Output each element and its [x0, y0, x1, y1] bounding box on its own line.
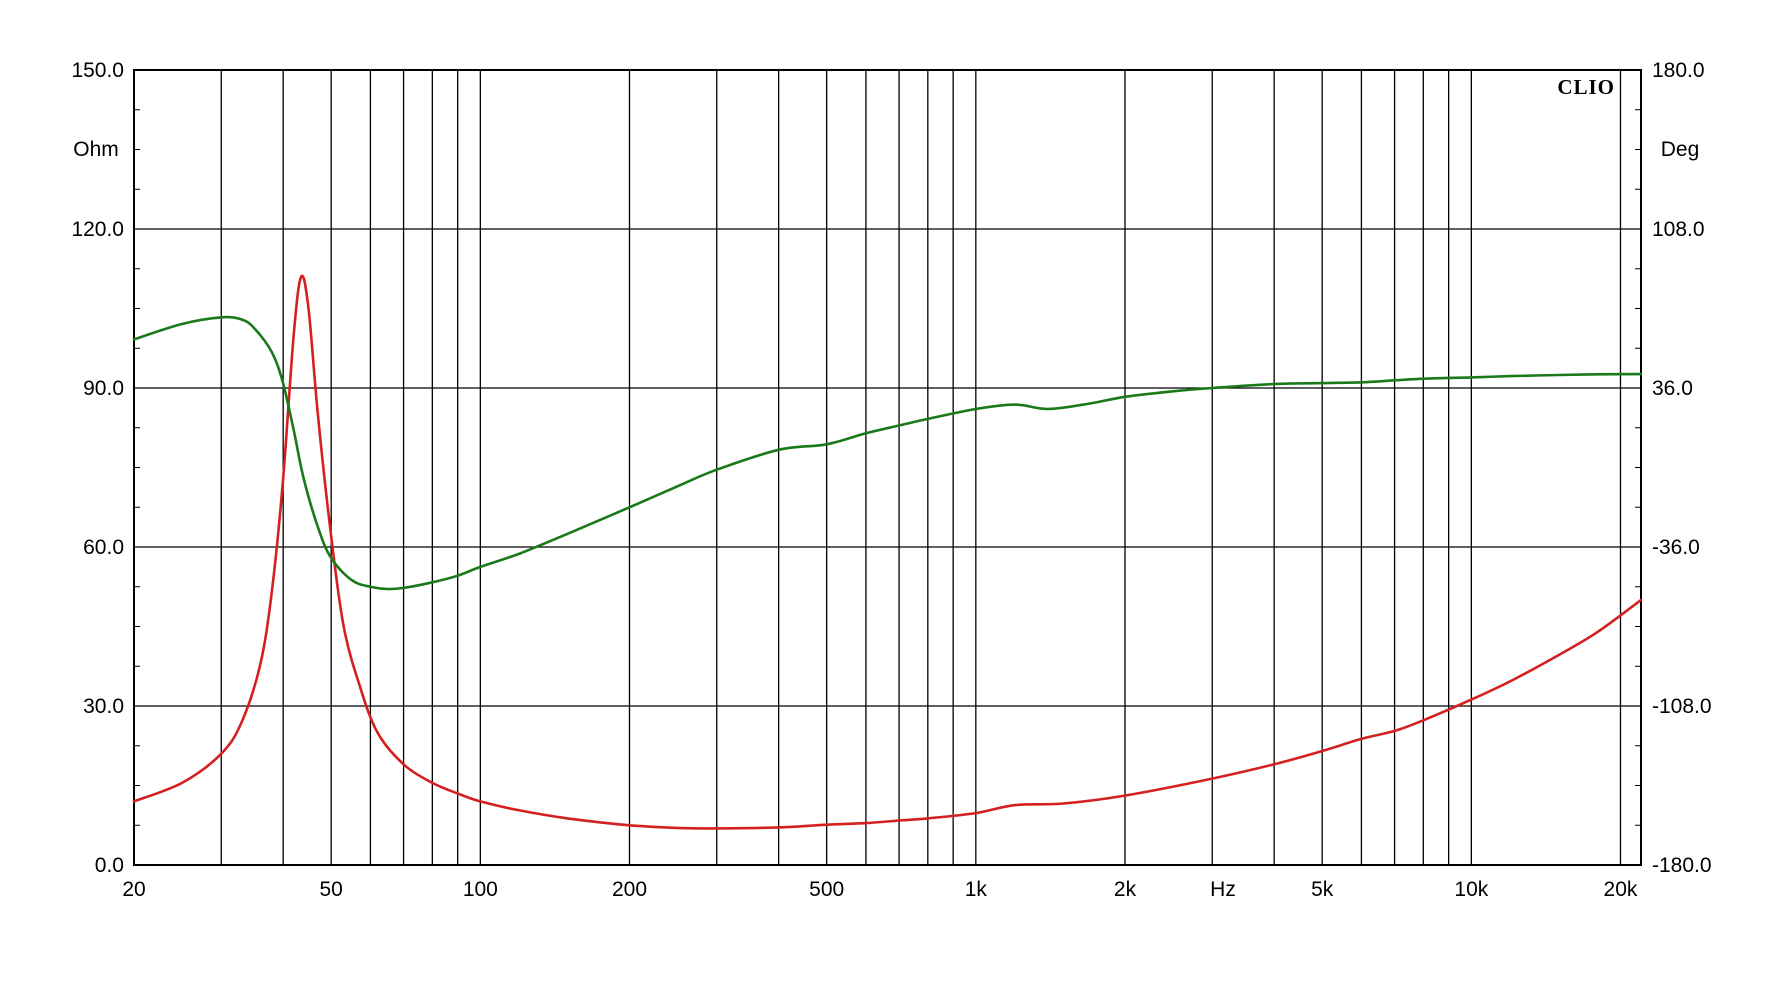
series-layer [132, 274, 1643, 830]
right-tick-label: 108.0 [1652, 218, 1705, 241]
right-tick-label: 36.0 [1652, 377, 1693, 400]
x-tick-label: 100 [463, 878, 498, 901]
x-tick-label: 20k [1604, 878, 1638, 901]
right-axis-unit-label: Deg [1661, 138, 1700, 161]
x-tick-label: 10k [1454, 878, 1488, 901]
left-tick-label: 30.0 [83, 695, 124, 718]
right-tick-label: -180.0 [1652, 854, 1712, 877]
x-tick-label: 5k [1311, 878, 1334, 901]
right-tick-label: -36.0 [1652, 536, 1700, 559]
x-tick-label: 50 [319, 878, 342, 901]
grid [134, 69, 1641, 866]
plot-frame [133, 69, 1642, 866]
x-axis-unit-label: Hz [1210, 878, 1236, 901]
left-tick-label: 0.0 [95, 854, 124, 877]
left-tick-label: 150.0 [71, 59, 124, 82]
left-tick-label: 90.0 [83, 377, 124, 400]
x-tick-label: 200 [612, 878, 647, 901]
right-tick-label: -108.0 [1652, 695, 1712, 718]
x-tick-label: 500 [809, 878, 844, 901]
right-tick-label: 180.0 [1652, 59, 1705, 82]
clio-brand-label: CLIO [1557, 75, 1615, 99]
x-tick-label: 1k [965, 878, 988, 901]
x-tick-label: 2k [1114, 878, 1137, 901]
tick-labels: 20 50 100 200 500 1k 2k 5k 10k 20k 0.0 30.0 60.0 90.0… [71, 59, 1711, 901]
x-tick-label: 20 [122, 878, 145, 901]
phase-series-line [132, 315, 1643, 591]
left-tick-label: 60.0 [83, 536, 124, 559]
left-tick-label: 120.0 [71, 218, 124, 241]
left-axis-unit-label: Ohm [73, 138, 119, 161]
impedance-series-line [132, 274, 1643, 830]
